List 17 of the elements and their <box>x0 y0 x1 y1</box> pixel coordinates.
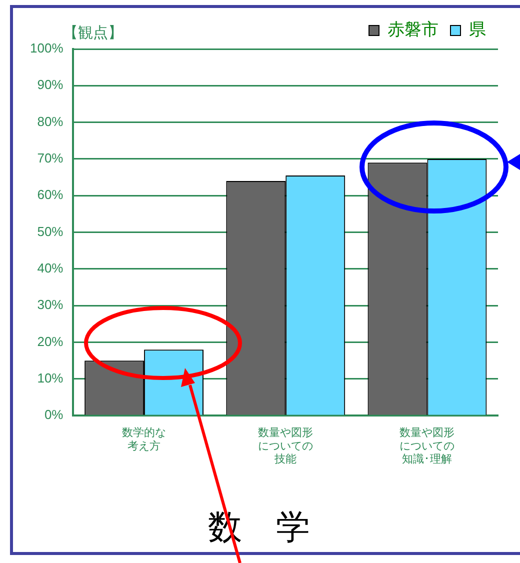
y-tick-label: 30% <box>37 297 64 312</box>
legend-label: 赤磐市 <box>388 20 438 40</box>
y-tick-label: 20% <box>37 334 64 349</box>
y-tick-label: 0% <box>44 407 64 422</box>
y-tick-label: 50% <box>37 224 64 239</box>
x-tick-label: 数量や図形についての知識･理解 <box>400 427 455 466</box>
y-tick-label: 40% <box>37 260 64 276</box>
y-tick-label: 80% <box>37 114 64 129</box>
x-tick-label: 数量や図形についての技能 <box>258 427 314 466</box>
legend-label: 県 <box>469 20 486 40</box>
text: 【観点】 <box>63 23 124 42</box>
y-tick-label: 10% <box>37 370 64 386</box>
x-tick-label: 数学的な考え方 <box>122 427 166 452</box>
y-tick-label: 60% <box>37 187 64 202</box>
y-tick-label: 70% <box>37 150 64 166</box>
y-tick-label: 100% <box>30 40 64 56</box>
y-tick-label: 90% <box>37 77 64 92</box>
